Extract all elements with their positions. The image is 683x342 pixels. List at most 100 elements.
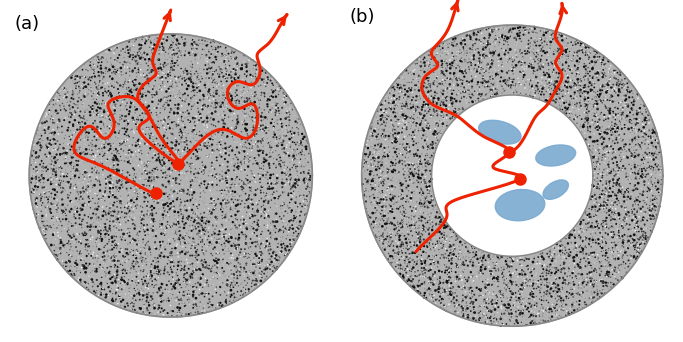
Point — [432, 76, 443, 82]
Point — [236, 224, 247, 230]
Point — [402, 68, 413, 73]
Point — [107, 169, 117, 175]
Point — [244, 57, 255, 63]
Point — [203, 173, 214, 179]
Point — [160, 53, 171, 59]
Point — [163, 143, 173, 149]
Point — [372, 195, 383, 200]
Point — [159, 307, 170, 313]
Point — [249, 193, 260, 198]
Point — [214, 184, 225, 189]
Point — [288, 147, 299, 153]
Point — [53, 230, 64, 235]
Point — [133, 67, 143, 73]
Point — [225, 207, 236, 212]
Point — [45, 172, 56, 177]
Point — [102, 281, 113, 286]
Point — [79, 94, 90, 100]
Point — [82, 137, 93, 143]
Point — [464, 57, 475, 63]
Point — [143, 56, 154, 62]
Point — [214, 178, 225, 183]
Point — [172, 165, 183, 170]
Point — [77, 100, 88, 105]
Point — [381, 170, 392, 176]
Point — [620, 172, 631, 177]
Point — [526, 268, 537, 273]
Point — [454, 278, 465, 283]
Point — [290, 182, 301, 187]
Point — [406, 170, 417, 175]
Point — [402, 231, 413, 236]
Point — [221, 69, 232, 74]
Point — [120, 159, 131, 164]
Point — [389, 201, 400, 207]
Point — [360, 152, 371, 158]
Point — [464, 91, 475, 96]
Point — [489, 80, 500, 86]
Point — [210, 97, 221, 103]
Point — [218, 255, 229, 261]
Point — [251, 122, 262, 128]
Point — [134, 288, 145, 293]
Point — [258, 135, 269, 140]
Point — [507, 317, 518, 322]
Point — [111, 275, 122, 280]
Point — [182, 63, 193, 68]
Point — [417, 228, 428, 233]
Point — [421, 151, 432, 157]
Point — [534, 296, 545, 301]
Point — [612, 242, 623, 248]
Point — [527, 65, 538, 71]
Point — [282, 202, 293, 208]
Point — [103, 108, 114, 114]
Point — [194, 280, 205, 286]
Point — [510, 255, 521, 261]
Point — [417, 107, 428, 113]
Point — [170, 94, 181, 100]
Point — [592, 54, 603, 60]
Point — [388, 222, 399, 228]
Point — [505, 85, 516, 90]
Point — [594, 230, 605, 236]
Point — [135, 299, 146, 304]
Point — [455, 261, 466, 266]
Point — [475, 308, 486, 314]
Point — [410, 246, 421, 252]
Point — [144, 90, 155, 95]
Point — [644, 203, 655, 208]
Point — [204, 75, 214, 81]
Point — [195, 97, 206, 103]
Point — [610, 122, 621, 127]
Point — [610, 155, 621, 160]
Point — [184, 102, 195, 107]
Point — [197, 142, 208, 147]
Point — [191, 267, 202, 273]
Point — [79, 113, 89, 119]
Point — [612, 140, 623, 145]
Point — [404, 120, 415, 126]
Point — [268, 181, 279, 186]
Point — [148, 84, 158, 90]
Point — [421, 111, 432, 117]
Point — [574, 265, 585, 271]
Point — [466, 263, 477, 268]
Point — [96, 292, 107, 298]
Point — [490, 68, 501, 73]
Point — [604, 126, 615, 132]
Point — [150, 114, 161, 120]
Point — [595, 272, 606, 277]
Point — [98, 228, 109, 233]
Point — [426, 142, 436, 147]
Point — [601, 253, 612, 258]
Point — [402, 243, 413, 249]
Point — [576, 245, 587, 250]
Point — [592, 292, 603, 298]
Point — [415, 239, 426, 245]
Point — [389, 170, 400, 175]
Point — [420, 108, 431, 114]
Point — [51, 152, 62, 157]
Point — [609, 68, 619, 73]
Point — [226, 202, 237, 208]
Point — [220, 299, 231, 304]
